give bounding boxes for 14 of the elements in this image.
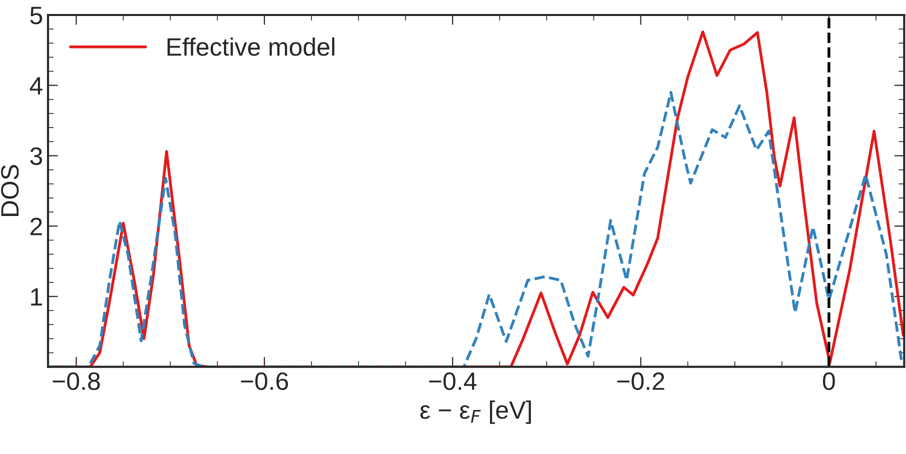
y-tick-label: 3 — [30, 147, 42, 166]
line-series — [48, 91, 903, 367]
x-tick-label: −0.2 — [617, 372, 664, 390]
x-tick-label: −0.6 — [240, 372, 288, 390]
legend-label: Effective model — [168, 37, 334, 56]
x-tick-label: −0.8 — [52, 372, 100, 390]
y-tick-label: 4 — [30, 77, 42, 94]
y-tick-label: 1 — [31, 288, 42, 306]
y-tick-label: 5 — [30, 6, 42, 24]
y-axis-title: DOS — [1, 164, 19, 216]
x-tick-label: 0 — [822, 372, 835, 390]
y-tick-label: 2 — [30, 218, 42, 236]
x-tick-label: −0.4 — [429, 372, 477, 390]
x-axis-title: ε − ε$_{F}$ [eV] — [420, 400, 531, 424]
